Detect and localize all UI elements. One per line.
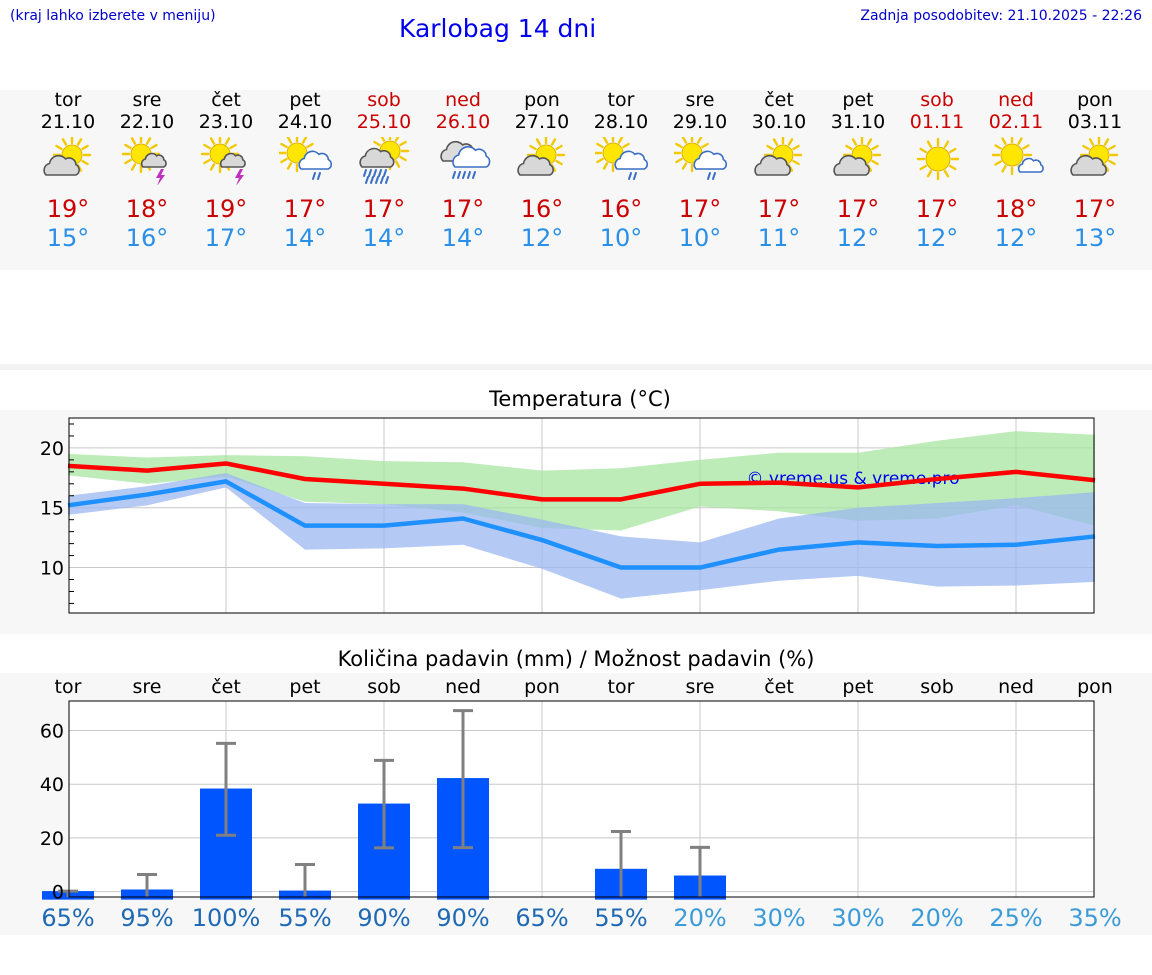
precipitation-chart-title: Količina padavin (mm) / Možnost padavin … [337,647,815,671]
day-name: čet [764,89,794,111]
day-date: 25.10 [356,111,412,133]
precipitation-probability: 20% [673,904,727,932]
cloud-sun-icon [1070,137,1119,176]
min-temperature: 13° [1073,224,1117,252]
min-temperature: 14° [362,224,406,252]
precipitation-probability: 55% [594,904,648,932]
day-name: čet [211,89,241,111]
precipitation-probability: 95% [120,904,174,932]
sun-cloud-rain-icon [674,137,727,180]
day-date: 01.11 [909,111,965,133]
day-date: 23.10 [198,111,254,133]
min-temperature: 10° [678,224,722,252]
precipitation-probability: 90% [436,904,490,932]
sun-heavy-rain-icon [359,137,410,184]
max-temperature: 17° [362,195,406,223]
precipitation-probability: 20% [910,904,964,932]
min-temperature: 12° [915,224,959,252]
page-title: Karlobag 14 dni [399,14,597,43]
cloud-sun-icon [833,137,882,176]
min-temperature: 17° [204,224,248,252]
day-name: ned [445,89,481,111]
max-temperature: 17° [836,195,880,223]
day-name: sob [367,89,401,111]
day-date: 31.10 [830,111,886,133]
day-date: 29.10 [672,111,728,133]
sun-icon [916,137,960,181]
sun-cloud-rain-icon [595,137,648,180]
day-name: ned [998,89,1034,111]
max-temperature: 16° [520,195,564,223]
location-menu-hint: (kraj lahko izberete v meniju) [10,8,216,24]
precipitation-probability: 35% [1068,904,1122,932]
sun-small-cloud-icon [991,137,1044,176]
day-date: 03.11 [1067,111,1123,133]
day-name: tor [54,89,82,111]
max-temperature: 17° [678,195,722,223]
precipitation-chart-band [0,673,1152,935]
day-date: 27.10 [514,111,570,133]
day-date: 28.10 [593,111,649,133]
day-name: sob [920,89,954,111]
day-date: 02.11 [988,111,1044,133]
day-name: pet [842,89,874,111]
cloud-sun-icon [43,137,92,176]
max-temperature: 18° [994,195,1038,223]
day-date: 26.10 [435,111,491,133]
day-name: pon [524,89,560,111]
day-name: pet [289,89,321,111]
forecast-band [0,90,1152,270]
precipitation-probability: 55% [278,904,332,932]
day-name: sre [685,89,715,111]
day-date: 30.10 [751,111,807,133]
min-temperature: 12° [836,224,880,252]
precipitation-probability: 65% [515,904,569,932]
max-temperature: 19° [46,195,90,223]
min-temperature: 10° [599,224,643,252]
max-temperature: 17° [757,195,801,223]
precipitation-probability: 90% [357,904,411,932]
min-temperature: 14° [283,224,327,252]
precipitation-probability: 65% [41,904,95,932]
day-name: sre [132,89,162,111]
temperature-chart-band [0,410,1152,634]
min-temperature: 14° [441,224,485,252]
day-name: pon [1077,89,1113,111]
cloud-sun-icon [754,137,803,176]
min-temperature: 16° [125,224,169,252]
day-date: 24.10 [277,111,333,133]
last-update-label: Zadnja posodobitev: 21.10.2025 - 22:26 [860,8,1142,24]
separator-strip [0,364,1152,370]
day-name: tor [607,89,635,111]
max-temperature: 17° [283,195,327,223]
min-temperature: 12° [520,224,564,252]
precipitation-probability: 30% [831,904,885,932]
max-temperature: 19° [204,195,248,223]
day-date: 21.10 [40,111,96,133]
max-temperature: 18° [125,195,169,223]
cloud-sun-icon [517,137,566,176]
sun-cloud-rain-icon [279,137,332,180]
min-temperature: 15° [46,224,90,252]
precipitation-probability: 30% [752,904,806,932]
sun-lightning-icon [200,137,246,185]
max-temperature: 17° [1073,195,1117,223]
max-temperature: 17° [441,195,485,223]
temperature-chart-title: Temperatura (°C) [489,387,671,411]
sun-lightning-icon [121,137,167,185]
max-temperature: 16° [599,195,643,223]
min-temperature: 12° [994,224,1038,252]
min-temperature: 11° [757,224,801,252]
max-temperature: 17° [915,195,959,223]
day-date: 22.10 [119,111,175,133]
precipitation-probability: 25% [989,904,1043,932]
precipitation-probability: 100% [191,904,261,932]
cloud-rain-icon [440,140,491,179]
